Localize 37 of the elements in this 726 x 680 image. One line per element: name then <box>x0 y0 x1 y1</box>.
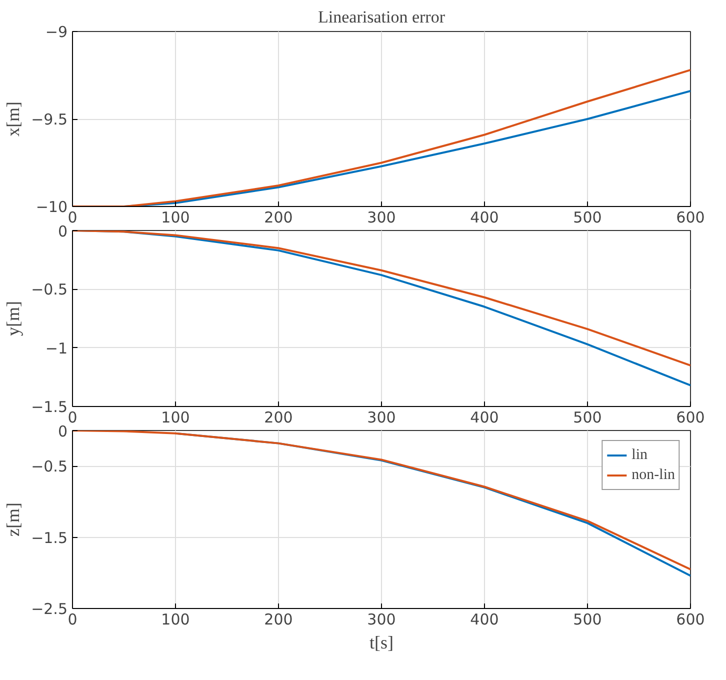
y-tick-label: 0 <box>58 222 68 240</box>
x-tick-label: 600 <box>676 408 705 426</box>
x-tick-label: 100 <box>161 408 190 426</box>
y-tick-label: −0.5 <box>31 280 68 299</box>
x-tick-label: 400 <box>470 208 499 226</box>
y-tick-label: −0.5 <box>31 458 68 476</box>
x-tick-label: 500 <box>573 208 602 226</box>
x-tick-label: 400 <box>470 408 499 426</box>
line-series <box>72 430 690 570</box>
x-tick-label: 100 <box>161 208 190 226</box>
x-tick-label: 600 <box>676 208 705 226</box>
chart-title: Linearisation error <box>318 8 446 26</box>
x-tick-label: 100 <box>161 610 190 628</box>
y-tick-label: −1.5 <box>31 398 68 416</box>
legend-label: non-lin <box>632 466 675 484</box>
y-tick-label: −10 <box>36 198 68 216</box>
y-tick-label: −1 <box>45 339 68 358</box>
legend-label: lin <box>632 446 648 464</box>
x-tick-label: 300 <box>367 208 396 226</box>
y-axis-title: z[m] <box>3 502 24 536</box>
x-tick-label: 500 <box>573 610 602 628</box>
x-tick-label: 300 <box>367 610 396 628</box>
x-tick-label: 600 <box>676 610 705 628</box>
y-tick-label: −2.5 <box>31 600 68 618</box>
x-tick-label: 200 <box>264 208 293 226</box>
x-tick-label: 300 <box>367 408 396 426</box>
x-tick-label: 500 <box>573 408 602 426</box>
y-tick-label: 0 <box>58 422 68 440</box>
x-axis-title: t[s] <box>370 632 394 652</box>
y-tick-label: −9.5 <box>31 110 68 128</box>
y-tick-label: −9 <box>45 23 68 41</box>
y-tick-label: −1.5 <box>31 528 68 547</box>
x-tick-label: 200 <box>264 408 293 426</box>
y-axis-title: x[m] <box>3 101 24 136</box>
y-axis-title: y[m] <box>3 300 24 336</box>
x-tick-label: 200 <box>264 610 293 628</box>
x-tick-label: 400 <box>470 610 499 628</box>
